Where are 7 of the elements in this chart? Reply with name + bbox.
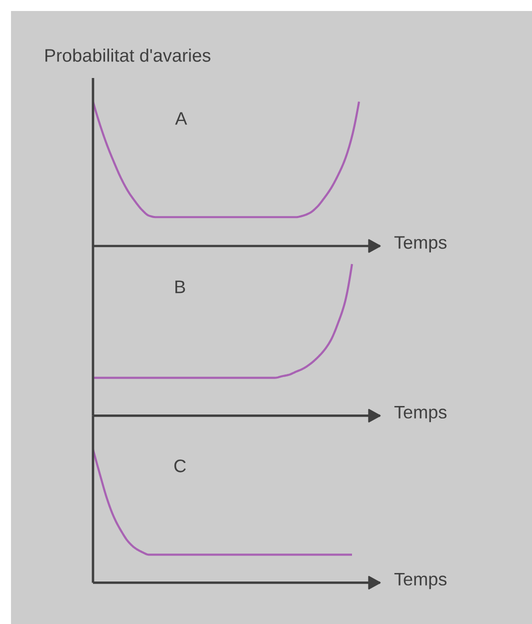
chart-title: C: [174, 460, 186, 472]
chart-title: A: [175, 112, 188, 125]
x-axis-title: Temps: [394, 406, 447, 422]
text: B: [175, 280, 186, 294]
x-axis-title: Temps: [394, 236, 447, 252]
x-axis-title: Temps: [394, 572, 447, 590]
y-axis-title: Probabilitat d'avaries: [45, 48, 210, 62]
